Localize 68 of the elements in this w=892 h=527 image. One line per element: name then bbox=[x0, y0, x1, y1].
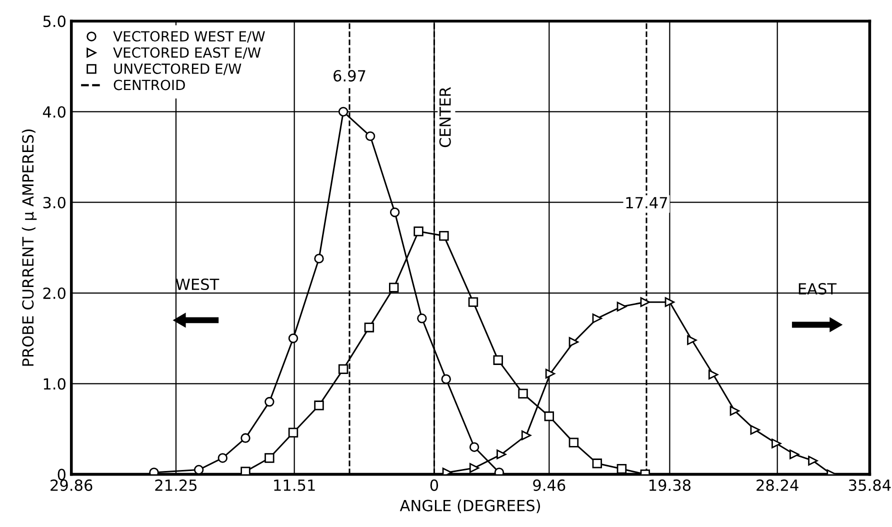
point bbox=[544, 411, 554, 422]
point bbox=[687, 335, 697, 346]
point bbox=[808, 456, 818, 466]
point bbox=[772, 438, 782, 448]
point bbox=[496, 449, 506, 460]
point bbox=[592, 314, 602, 324]
x-tick-label: 9.46 bbox=[533, 479, 566, 491]
y-tick-label: 4.0 bbox=[42, 106, 66, 118]
point bbox=[664, 297, 675, 307]
x-tick-label: 0 bbox=[430, 479, 438, 491]
x-tick-label: 21.25 bbox=[155, 479, 197, 491]
point bbox=[314, 400, 324, 410]
y-tick-label: 1.0 bbox=[44, 378, 66, 390]
point bbox=[439, 231, 449, 241]
x-tick-label: 11.51 bbox=[274, 480, 315, 491]
point bbox=[390, 207, 400, 218]
point bbox=[194, 464, 204, 474]
point bbox=[288, 428, 298, 438]
y-tick-label: 2.0 bbox=[43, 287, 66, 300]
y-tick-label: 3.0 bbox=[43, 196, 66, 208]
point bbox=[365, 131, 376, 142]
point bbox=[469, 463, 480, 473]
x-tick-label: 35.84 bbox=[848, 479, 891, 491]
legend-label: UNVECTORED E/W bbox=[114, 63, 242, 76]
y-tick-label: 5.0 bbox=[43, 16, 66, 28]
point bbox=[338, 364, 348, 374]
point bbox=[568, 438, 579, 448]
point bbox=[218, 453, 228, 463]
point bbox=[264, 396, 274, 407]
point bbox=[493, 355, 503, 365]
x-tick-label: 29.86 bbox=[50, 479, 92, 491]
x-tick-label: 19.38 bbox=[650, 479, 691, 491]
point bbox=[592, 458, 602, 468]
point bbox=[518, 388, 528, 398]
annotation: 17.47 bbox=[626, 197, 668, 208]
point bbox=[314, 254, 324, 264]
x-tick-label: 28.24 bbox=[756, 479, 798, 491]
annotation: CENTROID bbox=[114, 80, 185, 90]
point bbox=[417, 314, 427, 324]
point bbox=[750, 425, 760, 435]
point bbox=[364, 322, 374, 332]
point bbox=[568, 337, 579, 347]
point bbox=[240, 433, 250, 443]
point bbox=[521, 430, 532, 440]
point bbox=[441, 374, 451, 384]
x-axis-title: ANGLE (DEGREES) bbox=[400, 500, 540, 514]
y-axis-title: PROBE CURRENT ( μ AMPERES) bbox=[22, 129, 37, 366]
point bbox=[790, 449, 800, 460]
point bbox=[640, 297, 650, 307]
point bbox=[240, 466, 250, 474]
annotation: 6.97 bbox=[334, 70, 366, 82]
point bbox=[616, 464, 627, 474]
point bbox=[388, 282, 399, 292]
annotation: WEST bbox=[176, 278, 220, 290]
point bbox=[708, 370, 718, 380]
point bbox=[414, 226, 424, 236]
point bbox=[288, 333, 298, 344]
ref-line-label: CENTER bbox=[439, 87, 451, 148]
legend-label: VECTORED EAST E/W bbox=[113, 47, 261, 59]
y-tick-label: 0 bbox=[58, 468, 66, 480]
point bbox=[545, 368, 556, 379]
point bbox=[264, 453, 274, 463]
point bbox=[468, 297, 478, 307]
legend-label: VECTORED WEST E/W bbox=[113, 31, 265, 43]
point bbox=[616, 302, 627, 312]
point bbox=[469, 442, 480, 452]
point bbox=[338, 106, 348, 117]
point bbox=[730, 406, 740, 416]
